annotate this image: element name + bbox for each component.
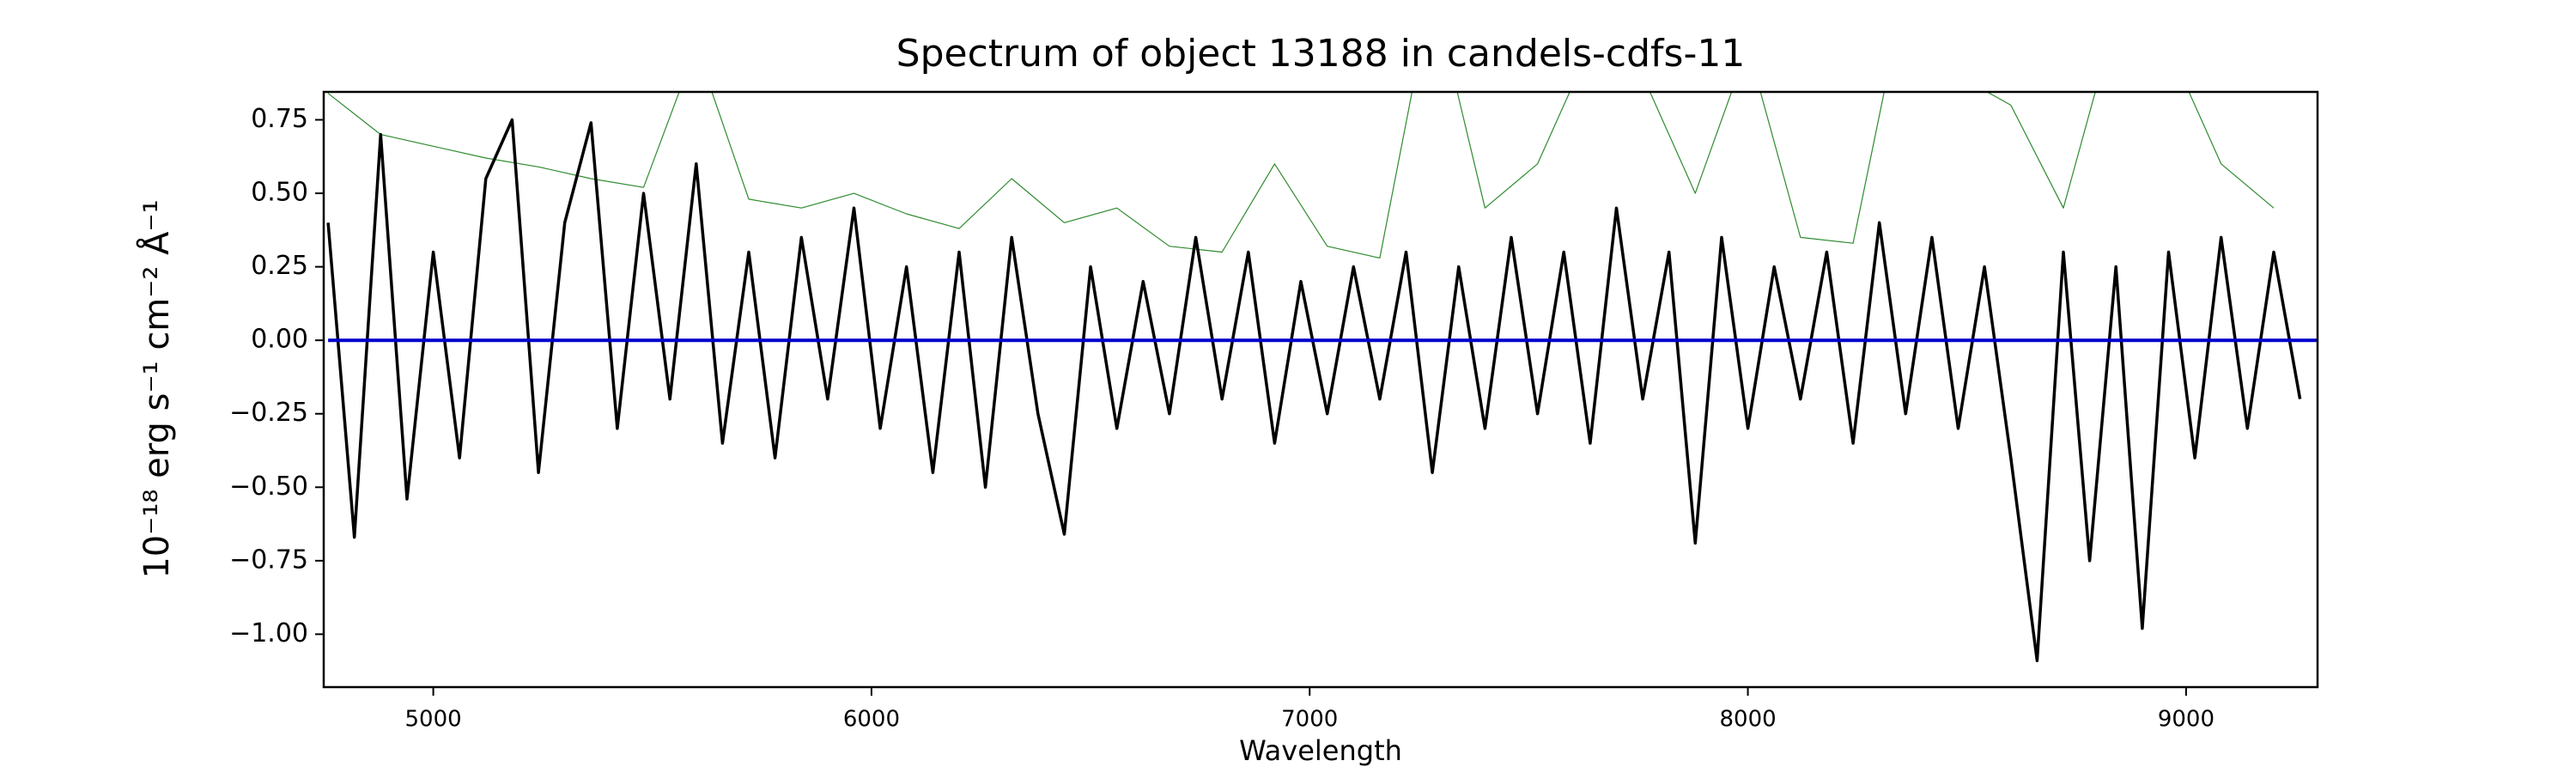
y-tick-label: 0.00	[251, 325, 308, 355]
x-tick-label: 6000	[843, 707, 900, 733]
y-tick-label: −0.75	[229, 545, 308, 575]
y-tick-label: −0.50	[229, 472, 308, 502]
y-axis-label: 10⁻¹⁸ erg s⁻¹ cm⁻² Å⁻¹	[136, 199, 177, 578]
y-tick-label: −0.25	[229, 398, 308, 428]
y-tick-label: 0.50	[251, 178, 308, 208]
x-tick-label: 5000	[404, 707, 461, 733]
plot-area	[326, 92, 2318, 662]
x-tick-label: 9000	[2158, 707, 2215, 733]
x-tick-label: 7000	[1281, 707, 1338, 733]
chart-title: Spectrum of object 13188 in candels-cdfs…	[896, 32, 1746, 76]
spectrum-line	[327, 92, 2275, 259]
y-tick-label: 0.25	[251, 251, 308, 281]
y-tick-label: 0.75	[251, 104, 308, 134]
spectrum-line	[326, 118, 2302, 662]
plot-frame	[322, 90, 2319, 689]
y-tick-label: −1.00	[229, 618, 308, 648]
x-tick-label: 8000	[1719, 707, 1776, 733]
x-axis-label: Wavelength	[1239, 734, 1402, 767]
